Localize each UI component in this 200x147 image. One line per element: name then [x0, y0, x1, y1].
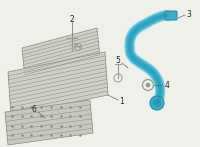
Text: 5: 5 — [116, 56, 120, 65]
Text: 3: 3 — [187, 10, 191, 19]
FancyBboxPatch shape — [165, 11, 177, 20]
Polygon shape — [5, 100, 93, 145]
Text: 2: 2 — [70, 15, 74, 24]
Text: 6: 6 — [32, 105, 36, 113]
Circle shape — [153, 99, 161, 107]
Polygon shape — [8, 52, 108, 115]
Circle shape — [150, 96, 164, 110]
Text: 4: 4 — [165, 81, 169, 90]
Text: 1: 1 — [120, 97, 124, 106]
Circle shape — [146, 83, 150, 87]
Polygon shape — [22, 28, 100, 78]
